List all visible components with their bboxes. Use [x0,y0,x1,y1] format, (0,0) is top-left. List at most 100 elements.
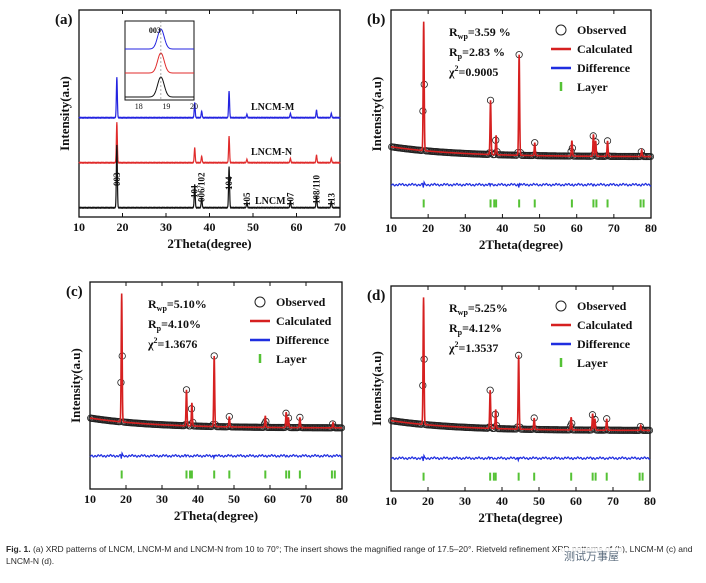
chart-d-y-axis-label: Intensity(a.u) [369,351,384,426]
chart-a-x-tick-label: 10 [73,220,85,234]
chart-c-stat-rwp: Rwp=5.10% [148,297,207,313]
chart-c-stat-rp-sub: p [157,324,162,333]
chart-d-calculated-line [390,297,651,432]
chart-a-peak-label: 101 [190,184,200,198]
chart-a-peak-label: 006/102 [197,172,207,202]
chart-d-legend-layer: Layer [577,356,608,370]
chart-b-plot-frame [390,9,652,219]
chart-d-x-tick-label: 20 [422,494,434,508]
chart-c-x-tick-label: 10 [84,492,96,506]
chart-d-stat-chi2-sup: 2 [455,340,459,349]
chart-b-panel-label: (b) [367,12,385,28]
chart-a-x-tick-label: 40 [204,220,216,234]
chart-a-series-line [78,144,341,210]
caption-label: Fig. 1. [6,544,31,554]
chart-c-stat-chi2: χ2=1.3676 [147,336,197,351]
chart-a-series-label: LNCM [255,196,286,207]
chart-a-inset-peak-label: 003 [149,26,161,35]
chart-a-peak-label: 113 [326,192,336,206]
chart-c-x-axis-label: 2Theta(degree) [174,508,258,523]
chart-a-x-tick-label: 60 [291,220,303,234]
chart-a-inset-line [125,76,194,98]
chart-c-plot-frame [89,281,343,490]
chart-b-stat-rp: Rp=2.83 % [449,45,505,61]
chart-a-inset-line [125,28,194,50]
chart-b-legend-difference: Difference [577,61,631,75]
chart-c-panel-label: (c) [66,284,83,300]
watermark: 测试万事屋 [560,548,623,564]
chart-c-x-tick-label: 20 [120,492,132,506]
chart-c-stat-chi2-sup: 2 [154,336,158,345]
chart-b-legend-observed-symbol [555,24,567,36]
chart-a-series-line [78,122,341,165]
chart-b-x-tick-label: 30 [459,221,471,235]
chart-b-legend-layer: Layer [577,80,608,94]
chart-b-difference-line [390,180,652,188]
chart-a-x-tick-label: 50 [247,220,259,234]
chart-b-x-tick-label: 40 [496,221,508,235]
chart-a-inset-tick-label: 19 [162,102,170,111]
figure-caption: Fig. 1. (a) XRD patterns of LNCM, LNCM-M… [6,543,706,567]
chart-d-stat-chi2: χ2=1.3537 [448,340,498,355]
chart-d-x-tick-label: 60 [570,494,582,508]
chart-a-series-label: LNCM-N [251,147,293,158]
chart-c-x-tick-label: 30 [156,492,168,506]
chart-d-x-axis-label: 2Theta(degree) [478,510,562,525]
chart-d-stat-chi2-value: =1.3537 [459,341,499,355]
chart-a-x-tick-label: 30 [160,220,172,234]
chart-d-legend-observed-symbol [555,300,567,312]
chart-b-stat-chi2-sup: 2 [455,64,459,73]
chart-b-x-tick-label: 10 [385,221,397,235]
chart-d-legend-calculated: Calculated [577,318,633,332]
chart-b-legend-calculated: Calculated [577,42,633,56]
chart-d-panel-label: (d) [367,288,385,304]
chart-c: 10 20 30 40 50 60 70 80 2Theta(degree) Intensity(… [66,281,348,523]
chart-a-series-line [78,77,341,120]
chart-c-legend-observed: Observed [276,295,326,309]
chart-a: 10 20 30 40 50 60 70 2Theta(degree) Intensity(a.… [55,9,346,251]
chart-d-x-tick-label: 70 [607,494,619,508]
chart-a-peak-label: 104 [224,176,234,190]
chart-d-legend-observed: Observed [577,299,627,313]
chart-a-y-axis-label: Intensity(a.u) [57,76,72,151]
chart-c-calculated-line [89,293,343,429]
chart-b-stat-rwp: Rwp=3.59 % [449,25,511,41]
chart-d-difference-line [390,453,651,463]
chart-b-x-tick-label: 20 [422,221,434,235]
chart-c-stat-rp: Rp=4.10% [148,317,201,333]
chart-b-stat-rp-sub: p [458,52,463,61]
chart-d: 10 20 30 40 50 60 70 80 2Theta(degree) Intensity(… [367,285,656,525]
chart-a-x-tick-label: 20 [117,220,129,234]
chart-c-x-tick-label: 80 [336,492,348,506]
chart-c-legend-layer: Layer [276,352,307,366]
chart-c-stat-rwp-value: =5.10% [167,297,207,311]
chart-a-inset: 003 18 19 20 [124,20,198,111]
chart-d-x-tick-label: 10 [385,494,397,508]
chart-a-inset-frame [124,20,195,101]
caption-text: (a) XRD patterns of LNCM, LNCM-M and LNC… [6,544,693,566]
chart-a-inset-line [125,52,194,74]
chart-d-stat-rp: Rp=4.12% [449,321,502,337]
chart-b-stat-chi2: χ2=0.9005 [448,64,498,79]
chart-a-series-label: LNCM-M [251,102,295,113]
chart-c-legend-calculated: Calculated [276,314,332,328]
chart-c-x-tick-label: 40 [192,492,204,506]
chart-b-x-tick-label: 50 [534,221,546,235]
chart-d-x-tick-label: 30 [459,494,471,508]
chart-c-legend-observed-symbol [254,296,266,308]
chart-b-stat-rwp-sub: wp [458,32,469,41]
chart-c-x-tick-label: 70 [300,492,312,506]
chart-c-stat-rwp-sub: wp [157,304,168,313]
chart-d-legend-difference: Difference [577,337,631,351]
chart-c-legend-difference: Difference [276,333,330,347]
chart-c-stat-rp-value: =4.10% [161,317,201,331]
chart-a-peak-label: 105 [242,192,252,206]
chart-d-x-tick-label: 80 [644,494,656,508]
chart-c-x-tick-label: 50 [228,492,240,506]
chart-a-inset-tick-label: 18 [135,102,143,111]
chart-b-y-axis-label: Intensity(a.u) [369,77,384,152]
chart-c-x-tick-label: 60 [264,492,276,506]
chart-a-peak-label: 003 [112,172,122,186]
chart-b-x-tick-label: 80 [645,221,657,235]
chart-b-calculated-line [390,21,652,158]
